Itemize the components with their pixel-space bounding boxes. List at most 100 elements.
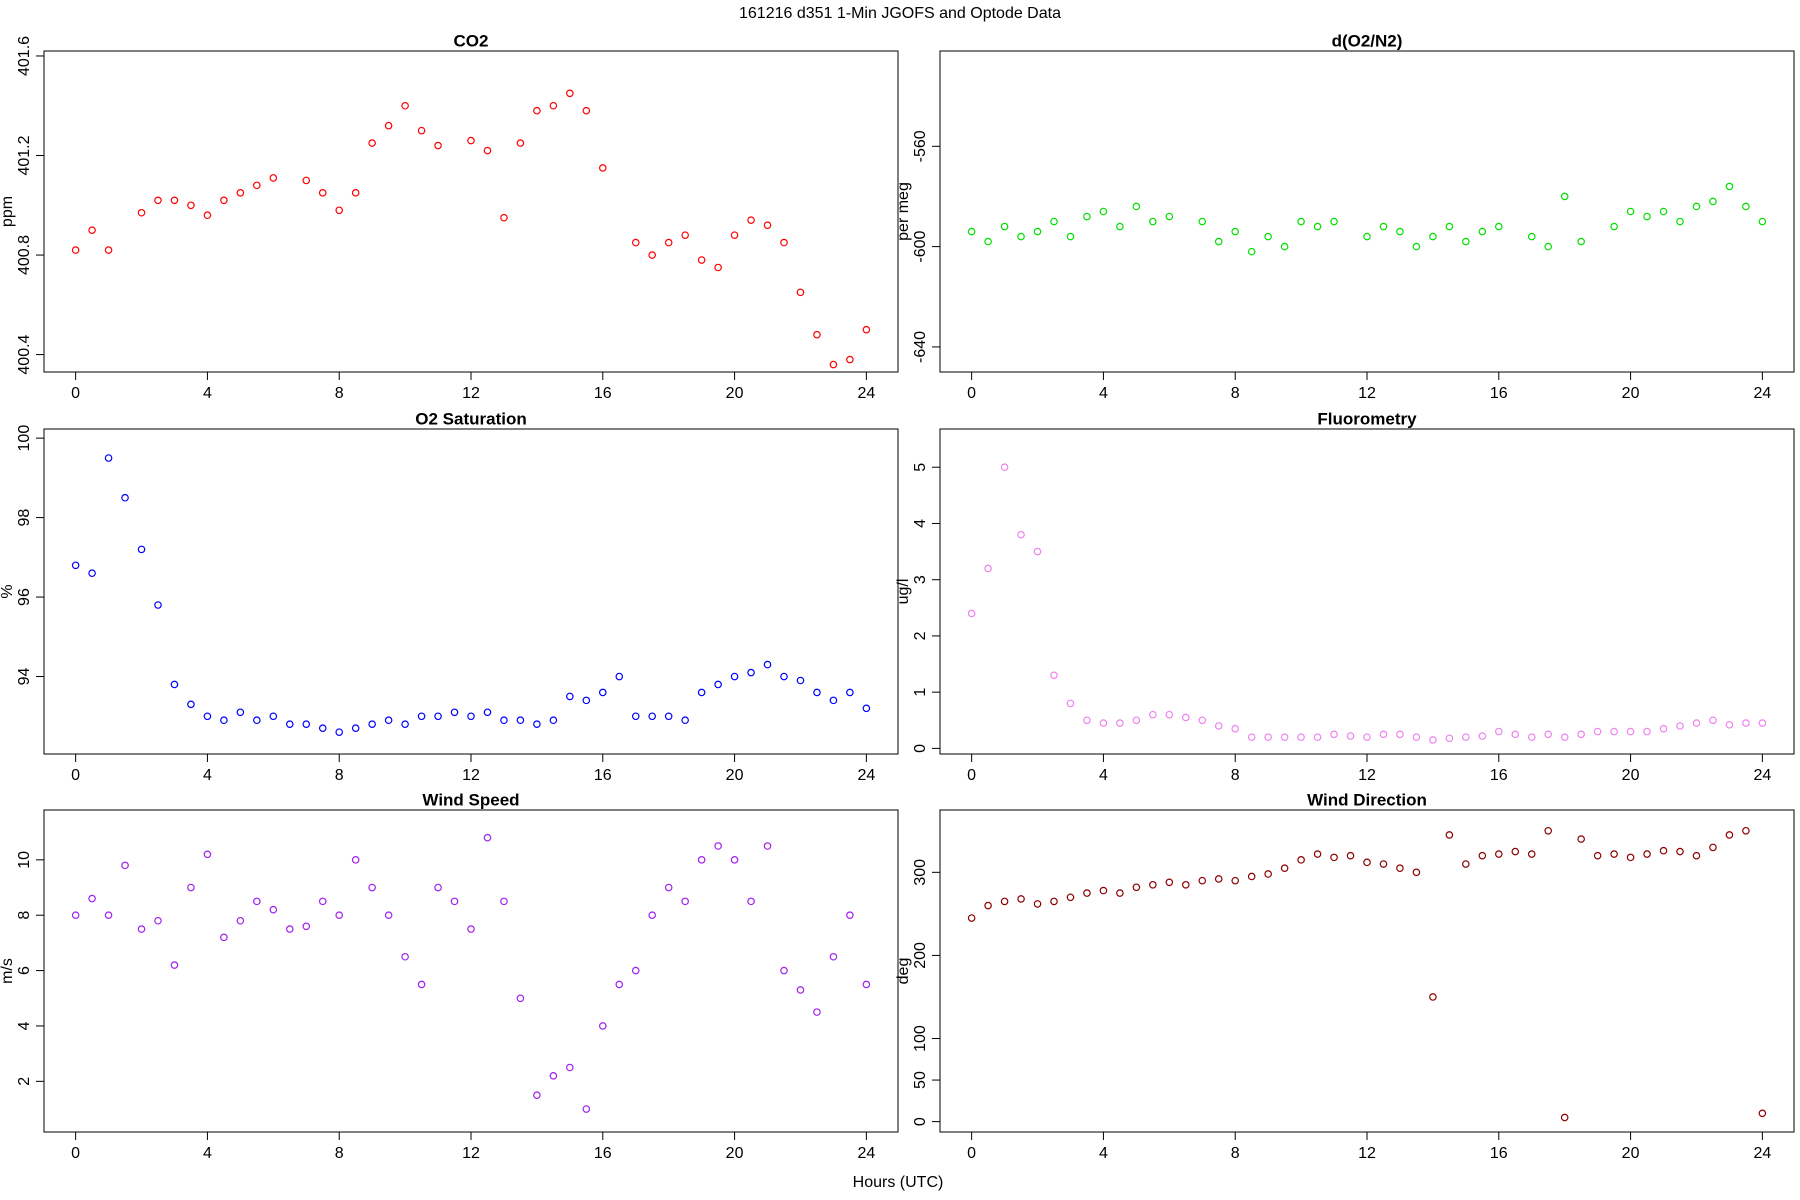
- y-tick-label: 100: [912, 1025, 929, 1052]
- data-point: [697, 256, 706, 264]
- data-point: [1050, 671, 1058, 680]
- data-point: [220, 196, 228, 205]
- data-point: [1280, 242, 1289, 251]
- data-point: [1198, 716, 1207, 725]
- data-point: [1297, 856, 1305, 864]
- data-point: [1132, 202, 1141, 211]
- data-point: [88, 569, 96, 578]
- data-point: [1692, 719, 1701, 727]
- x-tick-label: 0: [967, 1145, 976, 1162]
- y-tick-label: 400.4: [16, 334, 33, 374]
- data-point: [796, 288, 805, 297]
- data-point: [434, 712, 442, 721]
- data-point: [1462, 237, 1470, 246]
- x-axis-label: Hours (UTC): [853, 1174, 944, 1191]
- data-point: [187, 201, 195, 210]
- data-point: [1363, 858, 1371, 867]
- data-point: [846, 355, 854, 364]
- data-point: [631, 712, 640, 721]
- data-point: [1099, 207, 1108, 216]
- data-point: [104, 246, 113, 254]
- data-point: [236, 189, 245, 197]
- panel-title: Fluorometry: [1317, 409, 1417, 428]
- figure-title: 161216 d351 1-Min JGOFS and Optode Data: [739, 5, 1061, 22]
- x-tick-label: 8: [335, 385, 344, 402]
- data-point: [1659, 207, 1668, 216]
- data-point: [1017, 232, 1025, 241]
- data-point: [846, 911, 854, 920]
- data-point: [714, 680, 722, 689]
- data-point: [483, 708, 492, 717]
- data-point: [203, 712, 212, 721]
- data-point: [549, 1071, 558, 1080]
- data-point: [1346, 851, 1355, 860]
- data-point: [1000, 897, 1009, 906]
- data-point: [220, 716, 228, 725]
- data-point: [1066, 699, 1075, 708]
- data-point: [1742, 719, 1750, 727]
- data-point: [253, 897, 261, 906]
- data-point: [681, 716, 689, 725]
- data-point: [1527, 733, 1536, 741]
- data-point: [1429, 736, 1437, 744]
- data-point: [516, 716, 525, 725]
- data-point: [203, 850, 212, 859]
- x-tick-label: 4: [203, 767, 212, 784]
- data-point: [984, 901, 992, 910]
- data-point: [648, 911, 657, 920]
- data-point: [269, 712, 278, 721]
- data-point: [467, 925, 475, 933]
- plot-box: [939, 50, 1795, 373]
- data-point: [1247, 733, 1256, 741]
- data-point: [154, 196, 162, 205]
- x-tick-label: 20: [726, 385, 744, 402]
- data-point: [1214, 722, 1223, 730]
- data-point: [1099, 886, 1108, 895]
- data-point: [1116, 222, 1124, 231]
- data-point: [1577, 730, 1585, 739]
- data-point: [730, 672, 739, 681]
- data-point: [1610, 850, 1618, 858]
- data-point: [104, 911, 113, 920]
- data-point: [154, 601, 162, 609]
- data-point: [1610, 727, 1618, 736]
- y-tick-label: 98: [16, 509, 33, 527]
- data-point: [1050, 217, 1058, 226]
- data-point: [483, 146, 492, 155]
- data-point: [1494, 727, 1503, 736]
- data-point: [351, 724, 360, 732]
- y-axis-label: per meg: [895, 182, 912, 241]
- data-point: [967, 914, 976, 922]
- data-point: [1412, 733, 1421, 741]
- data-point: [763, 660, 772, 669]
- x-tick-label: 4: [1099, 1145, 1108, 1162]
- data-point: [1478, 732, 1487, 740]
- data-point: [813, 688, 821, 697]
- data-point: [351, 189, 360, 197]
- data-point: [598, 164, 607, 172]
- y-tick-label: 2: [912, 631, 929, 640]
- data-point: [318, 897, 327, 906]
- panel-title: d(O2/N2): [1332, 31, 1403, 50]
- y-tick-label: 400.8: [16, 235, 33, 275]
- data-point: [1066, 232, 1075, 241]
- data-point: [1214, 237, 1223, 246]
- data-point: [1313, 850, 1322, 858]
- data-point: [1396, 864, 1404, 872]
- data-point: [1577, 237, 1585, 246]
- data-point: [1560, 1113, 1569, 1122]
- data-point: [631, 966, 640, 975]
- data-point: [829, 952, 838, 961]
- x-tick-label: 4: [203, 1145, 212, 1162]
- data-point: [1247, 872, 1256, 881]
- data-point: [1280, 864, 1289, 872]
- data-point: [1396, 227, 1404, 236]
- panel-title: Wind Speed: [422, 790, 519, 809]
- data-point: [1264, 870, 1272, 878]
- data-point: [1445, 734, 1454, 743]
- data-point: [1247, 247, 1256, 256]
- data-point: [269, 174, 278, 182]
- data-point: [1231, 227, 1240, 236]
- data-point: [1033, 227, 1042, 236]
